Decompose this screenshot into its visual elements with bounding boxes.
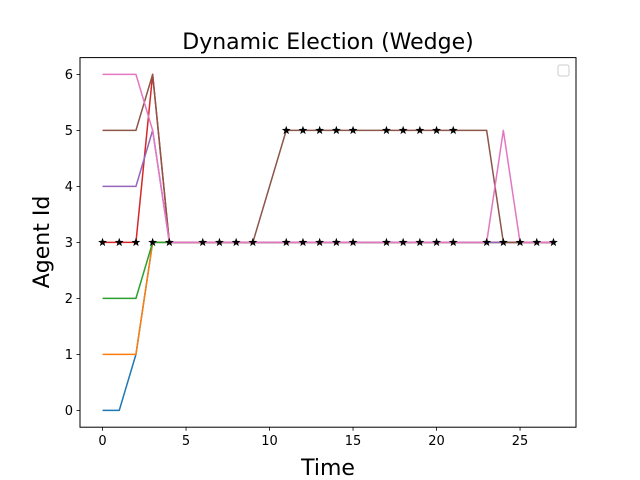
- leader-star-marker: [331, 125, 341, 135]
- leader-star-marker: [281, 125, 291, 135]
- leader-star-marker: [498, 237, 508, 247]
- leader-star-marker: [198, 237, 208, 247]
- x-tick-label: 20: [428, 434, 445, 449]
- y-tick-label: 1: [65, 348, 73, 363]
- leader-star-marker: [532, 237, 542, 247]
- leader-star-marker: [98, 237, 107, 247]
- y-tick-label: 6: [65, 68, 73, 83]
- leader-star-marker: [298, 237, 308, 247]
- legend-box: [557, 64, 570, 77]
- leader-star-marker: [315, 125, 325, 135]
- y-tick-label: 5: [65, 124, 73, 139]
- leader-star-marker: [281, 237, 291, 247]
- y-axis-ticks: 0 1 2 3 4 5 6: [65, 68, 80, 419]
- x-axis-label: Time: [300, 456, 355, 480]
- leader-star-marker: [382, 237, 391, 247]
- leader-star-marker: [215, 237, 224, 247]
- y-tick-label: 4: [65, 180, 73, 195]
- series-line-agent-6: [102, 73, 554, 244]
- leader-star-marker: [415, 125, 425, 135]
- x-axis-ticks: 0 5 10 15 20 25: [98, 427, 528, 449]
- x-tick-label: 5: [182, 434, 190, 449]
- y-tick-label: 3: [65, 236, 73, 251]
- leader-star-marker: [482, 237, 492, 247]
- leader-star-marker: [248, 237, 258, 247]
- y-axis-label: Agent Id: [30, 196, 55, 289]
- leader-star-marker: [432, 237, 441, 247]
- x-tick-label: 15: [345, 434, 362, 449]
- leader-star-marker: [348, 237, 358, 247]
- leader-star-marker: [398, 237, 408, 247]
- leader-star-marker: [515, 237, 525, 247]
- leader-star-marker: [432, 125, 441, 135]
- leader-star-marker: [131, 237, 141, 247]
- leader-star-marker: [398, 125, 408, 135]
- y-tick-label: 2: [65, 292, 73, 307]
- marker-layer: [98, 125, 558, 247]
- chart-title: Dynamic Election (Wedge): [182, 30, 473, 55]
- leader-star-marker: [114, 237, 124, 247]
- leader-star-marker: [382, 125, 391, 135]
- x-tick-label: 0: [98, 434, 106, 449]
- leader-star-marker: [549, 237, 558, 247]
- leader-star-marker: [164, 237, 174, 247]
- leader-star-marker: [298, 125, 308, 135]
- leader-star-marker: [448, 125, 458, 135]
- y-tick-label: 0: [65, 404, 73, 419]
- leader-star-marker: [448, 237, 458, 247]
- leader-star-marker: [315, 237, 325, 247]
- leader-star-marker: [231, 237, 241, 247]
- x-tick-label: 25: [512, 434, 529, 449]
- series-layer: [102, 73, 554, 412]
- x-tick-label: 10: [261, 434, 278, 449]
- leader-star-marker: [348, 125, 358, 135]
- leader-star-marker: [415, 237, 425, 247]
- leader-star-marker: [148, 237, 158, 247]
- leader-star-marker: [331, 237, 341, 247]
